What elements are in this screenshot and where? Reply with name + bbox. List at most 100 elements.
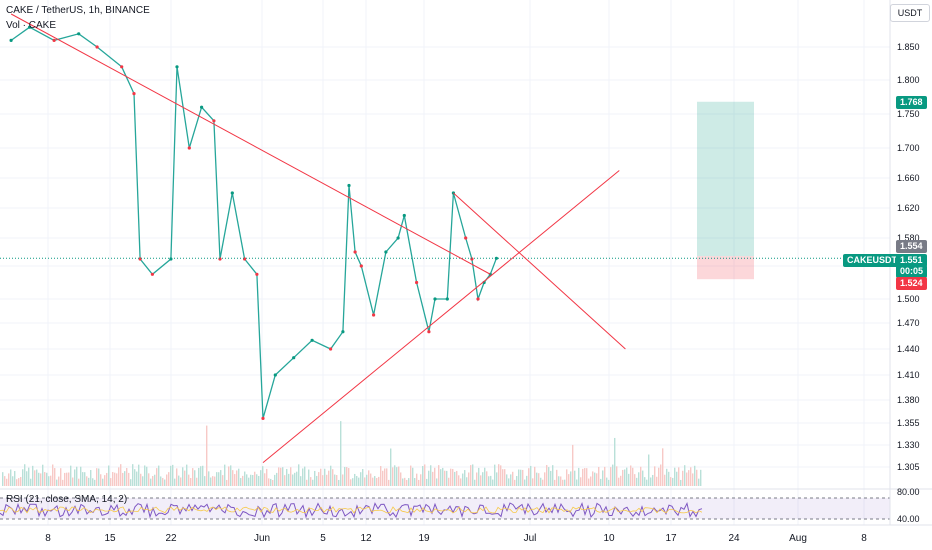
volume-bar: [540, 477, 542, 486]
volume-bar: [386, 468, 388, 486]
volume-bar: [276, 472, 278, 486]
volume-bar: [20, 476, 22, 486]
volume-bar: [372, 477, 374, 486]
volume-bar: [12, 476, 14, 486]
volume-bar: [668, 471, 670, 486]
volume-bar: [468, 472, 470, 486]
volume-bar: [202, 465, 204, 486]
volume-bar: [570, 471, 572, 486]
volume-bar: [326, 474, 328, 486]
volume-bar: [456, 470, 458, 486]
time-tick-label: 8: [861, 533, 867, 544]
volume-bar: [594, 472, 596, 486]
price-point: [77, 32, 81, 36]
volume-bar: [132, 464, 134, 486]
volume-bar: [462, 473, 464, 486]
time-tick-label: Aug: [789, 533, 807, 544]
volume-bar: [80, 466, 82, 486]
volume-bar: [530, 465, 532, 486]
volume-bar: [610, 467, 612, 486]
volume-bar: [216, 472, 218, 486]
price-point: [52, 38, 56, 43]
volume-bar: [340, 421, 342, 486]
volume-bar: [484, 467, 486, 486]
volume-bar: [696, 469, 698, 486]
volume-bar: [578, 467, 580, 486]
price-point: [329, 347, 333, 351]
volume-bar: [328, 470, 330, 486]
volume-bar: [546, 465, 548, 486]
price-point: [372, 313, 376, 317]
price-point: [175, 65, 179, 69]
volume-bar: [144, 465, 146, 486]
rsi-title: RSI (21, close, SMA, 14, 2): [6, 494, 128, 505]
time-tick-label: 17: [665, 533, 677, 544]
volume-bar: [588, 478, 590, 486]
volume-bar: [430, 465, 432, 486]
volume-bar: [90, 470, 92, 486]
volume-bar: [582, 468, 584, 486]
volume-bar: [140, 473, 142, 486]
volume-bar: [374, 476, 376, 486]
volume-bar: [282, 467, 284, 486]
volume-bar: [128, 472, 130, 486]
volume-bar: [238, 468, 240, 486]
volume-bar: [70, 465, 72, 486]
volume-bar: [670, 477, 672, 486]
currency-button[interactable]: USDT: [890, 4, 930, 22]
volume-bar: [182, 467, 184, 486]
volume-bar: [122, 472, 124, 486]
volume-bar: [220, 470, 222, 486]
volume-bar: [630, 465, 632, 486]
volume-bar: [580, 477, 582, 486]
volume-bar: [418, 479, 420, 486]
volume-bar: [16, 479, 18, 486]
volume-bar: [152, 475, 154, 486]
volume-bar: [558, 476, 560, 486]
price-point: [402, 213, 406, 218]
chart-title: CAKE / TetherUS, 1h, BINANCE: [6, 5, 150, 16]
rsi-level-label: 80.00: [897, 487, 920, 497]
volume-bar: [490, 475, 492, 486]
long-position-tool: [697, 101, 754, 280]
volume-bar: [36, 469, 38, 486]
volume-bar: [362, 469, 364, 486]
volume-bar: [460, 478, 462, 486]
volume-bar: [550, 470, 552, 486]
rsi-ma-line: [0, 506, 703, 514]
volume-bar: [48, 476, 50, 486]
volume-bar: [686, 472, 688, 486]
volume-bar: [470, 465, 472, 486]
volume-bar: [658, 467, 660, 486]
volume-bar: [102, 478, 104, 486]
volume-bar: [350, 479, 352, 486]
volume-bar: [496, 472, 498, 486]
volume-bar: [278, 467, 280, 486]
volume-bar: [32, 465, 34, 486]
volume-bar: [348, 468, 350, 486]
volume-bar: [320, 468, 322, 486]
volume-bar: [384, 468, 386, 486]
volume-bar: [22, 469, 24, 486]
volume-bar: [634, 474, 636, 486]
volume-bar: [92, 478, 94, 486]
volume-bar: [272, 479, 274, 486]
volume-bar: [40, 473, 42, 486]
volume-bar: [440, 469, 442, 486]
volume-bar: [482, 472, 484, 486]
volume-bar: [500, 465, 502, 486]
time-tick-label: Jun: [254, 533, 270, 544]
volume-bar: [612, 464, 614, 486]
price-tick-label: 1.380: [897, 395, 920, 405]
volume-bar: [694, 465, 696, 486]
volume-bar: [514, 479, 516, 486]
volume-bar: [356, 475, 358, 486]
volume-bar: [548, 467, 550, 486]
volume-bar: [186, 464, 188, 486]
volume-bar: [158, 465, 160, 486]
volume-bar: [452, 468, 454, 486]
bar-countdown: 00:05: [896, 265, 928, 278]
price-tick-label: 1.800: [897, 75, 920, 85]
volume-bar: [428, 470, 430, 486]
